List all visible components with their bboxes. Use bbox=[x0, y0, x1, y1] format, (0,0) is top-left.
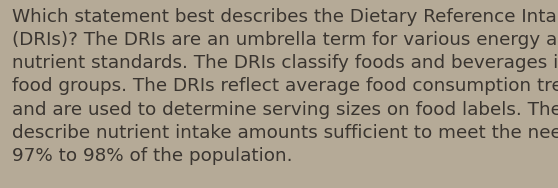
Text: Which statement best describes the Dietary Reference Intakes
(DRIs)? The DRIs ar: Which statement best describes the Dieta… bbox=[12, 8, 558, 165]
